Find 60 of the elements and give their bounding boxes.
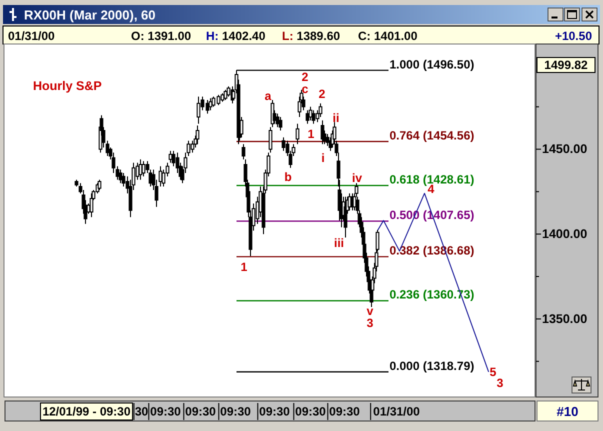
- annotation: 2: [318, 87, 326, 101]
- annotation: 2: [302, 70, 309, 84]
- candlestick: [296, 123, 300, 145]
- candlestick: [278, 116, 282, 132]
- candlestick: [242, 144, 246, 160]
- x-tick-label: 09:30: [185, 404, 216, 418]
- candlestick: [224, 89, 228, 101]
- candlestick: [90, 192, 94, 218]
- x-tick-label: 09:30: [295, 404, 326, 418]
- chart-title: RX00H (Mar 2000), 60: [24, 8, 156, 22]
- candlestick: [196, 96, 200, 124]
- candlestick: [208, 98, 212, 111]
- candlestick: [320, 120, 324, 145]
- annotation: 5: [490, 365, 497, 379]
- candlestick: [168, 150, 172, 164]
- x-tick-label: 09:30: [150, 404, 182, 418]
- x-tick-label: 01/31/00: [373, 404, 420, 418]
- text: Hourly S&P: [33, 79, 102, 93]
- ref-line-label: 1.000 (1496.50): [390, 57, 474, 72]
- y-tick-label: 1350.00: [542, 312, 588, 326]
- candlestick: [98, 179, 102, 190]
- candlestick: [344, 196, 348, 238]
- candlestick: [118, 169, 122, 184]
- text: H: 1402.40: [206, 29, 266, 43]
- x-tick-label: 09:30: [259, 404, 290, 418]
- annotation: 1: [240, 260, 248, 274]
- annotation: b: [284, 170, 292, 184]
- annotation: ii: [332, 111, 340, 125]
- annotation: iv: [352, 171, 362, 185]
- ref-line-label: 0.000 (1318.79): [390, 358, 474, 373]
- candlestick: [196, 124, 200, 145]
- annotation: 3: [496, 376, 504, 390]
- text: C: 1401.00: [358, 29, 418, 43]
- text: O: 1391.00: [131, 29, 192, 43]
- candlestick: [308, 106, 312, 121]
- annotation: a: [264, 89, 272, 103]
- candlestick: [268, 126, 272, 154]
- text: +10.50: [554, 29, 592, 43]
- candlestick: [138, 158, 142, 180]
- annotation: iii: [334, 236, 344, 250]
- candlestick: [220, 92, 224, 102]
- annotation: c: [302, 82, 309, 96]
- x-tick-label: 09:30: [329, 404, 360, 418]
- candlestick: [312, 110, 316, 124]
- y-tick-label: 1450.00: [542, 142, 588, 156]
- candlestick: [306, 110, 310, 124]
- ref-line-label: 0.764 (1454.56): [390, 128, 474, 142]
- text: #10: [556, 404, 578, 419]
- x-tick-label: 09:30: [220, 404, 252, 418]
- text: 01/31/00: [8, 29, 56, 43]
- y-tick-label: 1400.00: [542, 227, 588, 242]
- annotation: v: [366, 304, 374, 318]
- text: L: 1389.60: [282, 29, 340, 43]
- annotation: i: [321, 151, 325, 165]
- line-series: [377, 192, 489, 372]
- text: 1499.82: [544, 58, 588, 72]
- annotation: 1: [308, 127, 315, 141]
- candlestick: [142, 160, 146, 177]
- annotation: 3: [366, 316, 374, 330]
- x-tick-label: 30: [134, 404, 148, 418]
